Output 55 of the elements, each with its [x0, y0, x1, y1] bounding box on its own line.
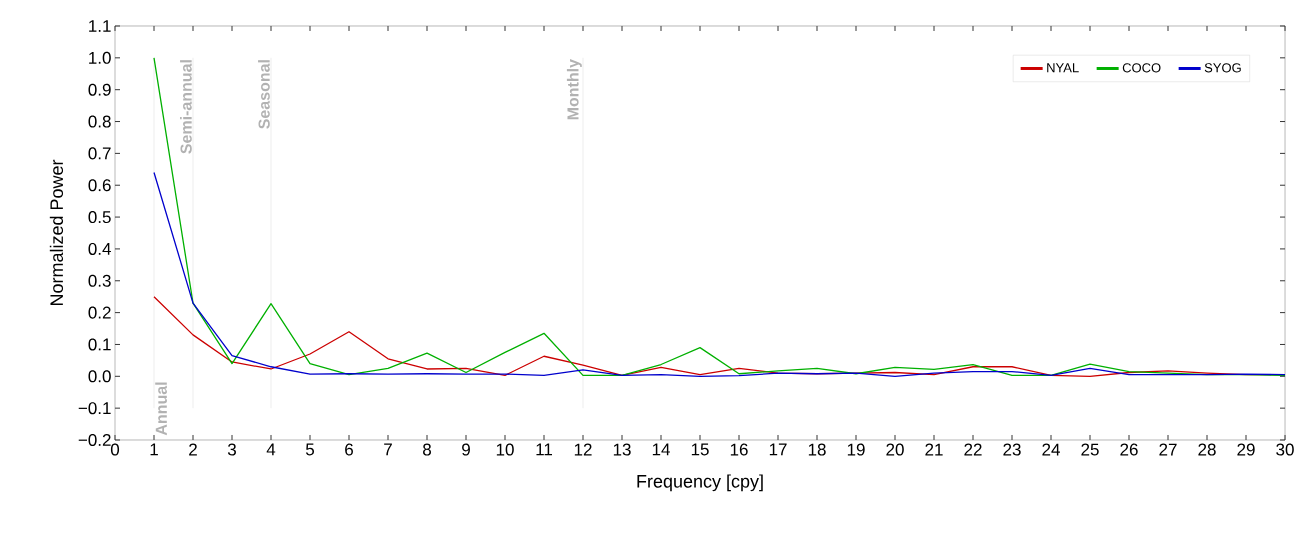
x-tick-label: 23: [1003, 443, 1021, 456]
x-tick-label: 10: [496, 443, 514, 456]
y-axis-title: Normalized Power: [49, 159, 64, 306]
line-series: [153, 57, 1286, 376]
x-tick-label: 1: [150, 443, 158, 456]
x-tick-label: 14: [652, 443, 670, 456]
x-tick-label: 0: [110, 443, 120, 456]
y-tick-label: 0.7: [88, 147, 111, 160]
x-tick-label: 25: [1081, 443, 1099, 456]
y-tick-label: 0.3: [88, 274, 111, 287]
x-tick-label: 29: [1237, 443, 1255, 456]
y-tick-label: 0.1: [88, 338, 111, 351]
x-tick-label: 4: [266, 443, 276, 456]
x-tick-label: 5: [305, 443, 315, 456]
x-tick-label: 26: [1120, 443, 1138, 456]
x-tick-label: 27: [1159, 443, 1177, 456]
legend-label: NYAL: [1047, 63, 1079, 73]
y-tick-label: 0.5: [88, 211, 111, 224]
ref-line-label: Annual: [155, 382, 167, 436]
legend-label: SYOG: [1204, 63, 1241, 73]
x-axis-title: Frequency [cpy]: [637, 474, 763, 492]
x-tick-label: 9: [462, 443, 470, 456]
x-tick-label: 24: [1042, 443, 1060, 456]
y-tick-label: 0.4: [88, 242, 111, 255]
x-tick-label: 6: [345, 443, 353, 456]
y-tick-label: −0.2: [78, 433, 111, 447]
x-tick-label: 15: [691, 443, 709, 456]
x-tick-label: 30: [1276, 443, 1294, 456]
x-tick-label: 11: [536, 443, 552, 456]
x-tick-label: 17: [769, 443, 787, 456]
y-tick-label: 0.2: [88, 306, 111, 319]
x-tick-label: 2: [189, 443, 197, 456]
ref-line-label: Seasonal: [258, 60, 270, 129]
x-tick-label: 22: [964, 443, 982, 456]
y-tick-label: −0.1: [78, 402, 111, 415]
x-tick-label: 18: [808, 443, 826, 456]
ref-line-label: Semi-annual: [180, 60, 192, 154]
x-tick-label: 3: [227, 443, 236, 456]
x-tick-label: 21: [925, 443, 943, 456]
y-tick-label: 0.6: [88, 179, 111, 192]
x-tick-label: 19: [847, 443, 865, 456]
y-tick-label: 1.1: [89, 20, 111, 32]
ref-line-label: Monthly: [566, 59, 582, 120]
y-tick-label: 1.0: [89, 51, 111, 64]
x-tick-label: 7: [384, 443, 392, 456]
legend-label: COCO: [1122, 63, 1161, 73]
x-tick-label: 13: [613, 443, 631, 456]
x-tick-label: 8: [423, 443, 431, 456]
x-tick-label: 20: [886, 443, 904, 456]
x-tick-label: 12: [574, 443, 592, 456]
y-tick-label: 0.8: [88, 115, 111, 128]
x-tick-label: 28: [1198, 443, 1216, 456]
y-tick-label: 0.9: [88, 83, 111, 96]
x-tick-label: 16: [730, 443, 748, 456]
y-tick-label: 0.0: [88, 370, 111, 383]
